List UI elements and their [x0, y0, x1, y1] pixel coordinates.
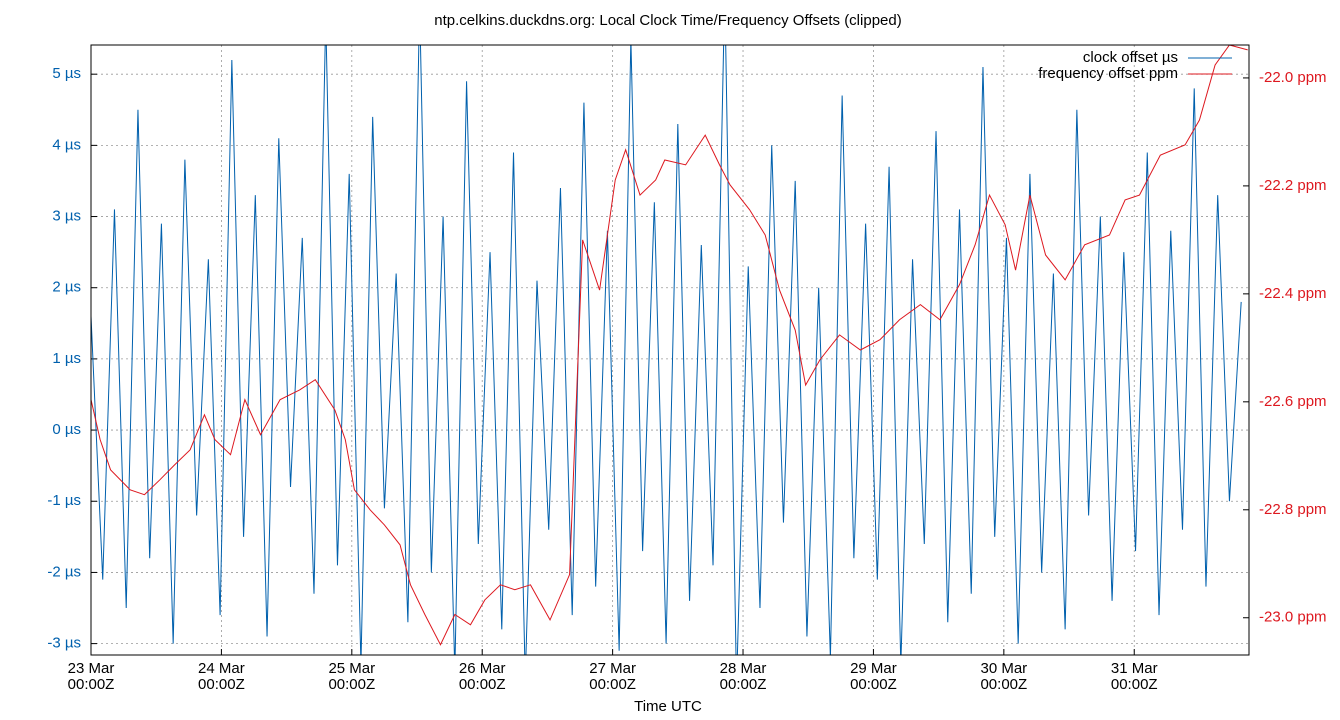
legend-label: clock offset µs	[1083, 49, 1178, 66]
grid	[90, 45, 1249, 655]
y2-tick-label: -23.0 ppm	[1259, 609, 1327, 626]
data-line	[91, 45, 1248, 646]
plot-frame	[90, 44, 1250, 656]
y-tick-label: 3 µs	[52, 208, 81, 225]
x-tick-label: 23 Mar 00:00Z	[67, 660, 115, 693]
y-tick-label: 4 µs	[52, 136, 81, 153]
y-tick-label: -2 µs	[47, 563, 81, 580]
x-axis-label: Time UTC	[634, 698, 702, 715]
y-tick-label: 0 µs	[52, 421, 81, 438]
x-tick-label: 26 Mar 00:00Z	[458, 660, 506, 693]
y-tick-label: -1 µs	[47, 492, 81, 509]
x-tick-label: 25 Mar 00:00Z	[328, 660, 376, 693]
x-tick-label: 28 Mar 00:00Z	[719, 660, 767, 693]
y2-tick-label: -22.2 ppm	[1259, 177, 1327, 194]
y-tick-label: 1 µs	[52, 350, 81, 367]
x-tick-label: 29 Mar 00:00Z	[850, 660, 897, 693]
y2-tick-label: -22.6 ppm	[1259, 393, 1327, 410]
x-tick-label: 30 Mar 00:00Z	[980, 660, 1028, 693]
y-tick-label: -3 µs	[47, 635, 81, 652]
plot-area	[91, 45, 1248, 655]
chart-title: ntp.celkins.duckdns.org: Local Clock Tim…	[434, 12, 901, 29]
y2-tick-label: -22.4 ppm	[1259, 285, 1327, 302]
x-tick-label: 24 Mar 00:00Z	[198, 660, 245, 693]
data-line	[91, 45, 1242, 655]
y-tick-label: 5 µs	[52, 65, 81, 82]
y2-tick-label: -22.0 ppm	[1259, 69, 1327, 86]
y-tick-label: 2 µs	[52, 279, 81, 296]
x-tick-label: 27 Mar 00:00Z	[589, 660, 636, 693]
y2-tick-label: -22.8 ppm	[1259, 501, 1327, 518]
x-tick-label: 31 Mar 00:00Z	[1110, 660, 1158, 693]
legend-label: frequency offset ppm	[1038, 65, 1178, 82]
